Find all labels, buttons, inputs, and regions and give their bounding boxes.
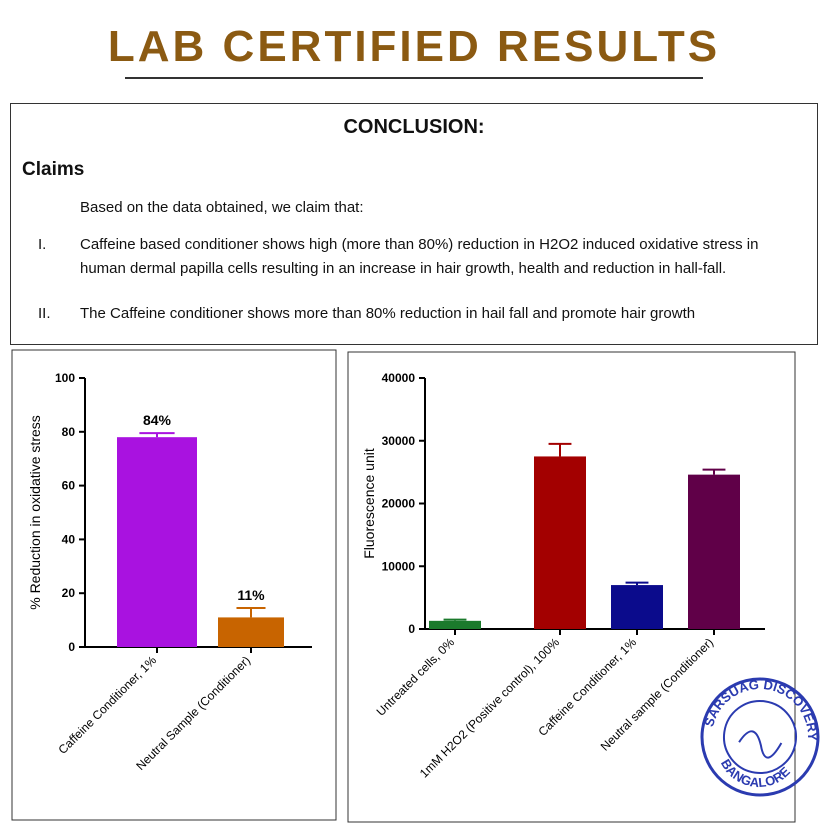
bar [688, 474, 740, 629]
claims-heading: Claims [22, 159, 85, 180]
conclusion-box [10, 103, 818, 345]
chart-panel [347, 351, 796, 823]
y-tick-label: 40 [62, 532, 76, 546]
y-axis-label: Fluorescence unit [361, 448, 377, 559]
y-tick-label: 20 [62, 586, 76, 600]
y-tick-label: 40000 [382, 371, 416, 385]
x-tick-label: Caffeine Conditioner, 1% [55, 653, 159, 757]
y-tick-label: 10000 [382, 559, 416, 573]
bar [534, 456, 586, 629]
y-tick-label: 20000 [382, 497, 416, 511]
y-tick-label: 30000 [382, 434, 416, 448]
x-tick-label: Untreated cells, 0% [374, 635, 458, 719]
bar [117, 437, 197, 647]
y-tick-label: 80 [62, 425, 76, 439]
chart-panel [11, 349, 337, 821]
claim-numeral: I. [38, 236, 47, 253]
claim-text: Caffeine based conditioner shows high (m… [80, 236, 759, 277]
y-tick-label: 0 [68, 640, 75, 654]
bar-annotation: 84% [143, 412, 172, 428]
y-tick-label: 0 [408, 622, 415, 636]
y-tick-label: 100 [55, 371, 75, 385]
page-title: LAB CERTIFIED RESULTS [107, 22, 721, 71]
x-tick-label: Neutral Sample (Conditioner) [133, 653, 253, 773]
y-tick-label: 60 [62, 479, 76, 493]
title-rule [125, 77, 703, 79]
stamp-signature [738, 730, 783, 759]
bar [218, 617, 284, 647]
stamp-ring [723, 700, 797, 774]
bar [611, 585, 663, 629]
claim-numeral: II. [38, 305, 51, 322]
stamp-ring [700, 677, 820, 797]
stamp-top: SARSUAG DISCOVERY [701, 669, 828, 743]
stamp-text: SARSUAG DISCOVERY [701, 669, 828, 743]
stamp: SARSUAG DISCOVERY BANGALORE [700, 669, 828, 797]
bar [429, 620, 481, 629]
intro-text: Based on the data obtained, we claim tha… [80, 199, 364, 216]
claim-text: The Caffeine conditioner shows more than… [80, 305, 696, 322]
y-axis-label: % Reduction in oxidative stress [27, 415, 43, 610]
bar-annotation: 11% [237, 587, 265, 603]
conclusion-heading: CONCLUSION: [343, 116, 485, 138]
